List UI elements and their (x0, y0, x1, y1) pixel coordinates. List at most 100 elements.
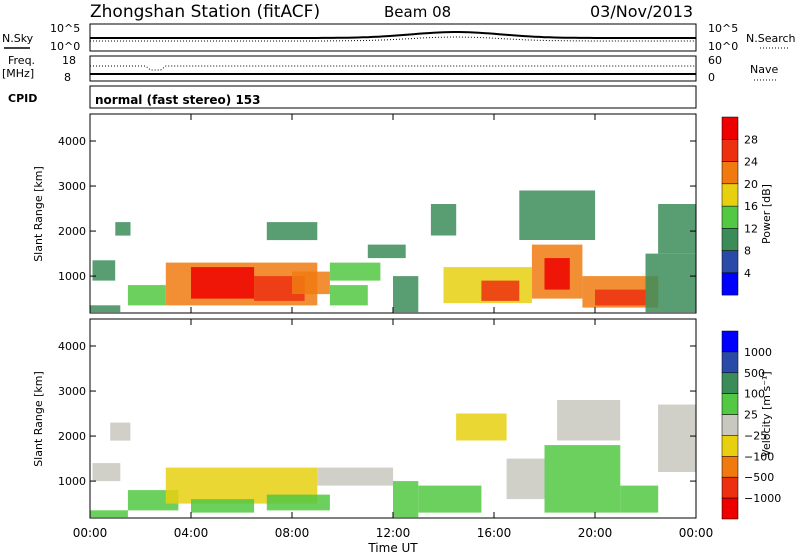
power-region (595, 289, 646, 306)
cpid-strip-frame (89, 85, 697, 109)
power-colorbar-swatch (721, 205, 739, 229)
x-tick-label: 12:00 (376, 526, 411, 540)
velocity-colorbar-label: Velocity [m s⁻¹] (760, 371, 773, 456)
velocity-region (92, 463, 121, 482)
freq-strip-frame (89, 55, 697, 82)
power-colorbar-swatch (721, 272, 739, 296)
power-region (645, 253, 696, 313)
nsky-label: N.Sky (2, 32, 34, 45)
velocity-colorbar-tick-label: 25 (744, 409, 758, 422)
velocity-region (393, 481, 419, 518)
velocity-colorbar-swatch (721, 476, 739, 499)
x-tick-label: 08:00 (275, 526, 310, 540)
power-colorbar-tick-label: 24 (744, 156, 758, 169)
velocity-region (506, 458, 545, 500)
power-region (292, 271, 330, 295)
nsearch-top-label: 10^5 (708, 22, 738, 35)
freq-top-label: 18 (62, 54, 76, 67)
power-region (127, 285, 166, 306)
power-colorbar-tick-label: 12 (744, 222, 758, 235)
power-colorbar-tick-label: 8 (744, 245, 751, 258)
velocity-colorbar-swatch (721, 351, 739, 374)
x-tick-label: 00:00 (679, 526, 714, 540)
power-y-tick-label: 2000 (58, 225, 86, 238)
power-colorbar-swatch (721, 250, 739, 274)
station-title: Zhongshan Station (fitACF) (90, 2, 320, 22)
velocity-heatmap (90, 400, 696, 518)
velocity-colorbar-swatch (721, 497, 739, 520)
power-colorbar-swatch (721, 183, 739, 207)
power-region (393, 276, 419, 313)
cpid-value: normal (fast stereo) 153 (95, 93, 261, 107)
velocity-region (620, 485, 659, 513)
power-y-axis: 1000 2000 3000 4000 (58, 135, 696, 283)
velocity-region (266, 494, 330, 511)
velocity-y-tick-label: 2000 (58, 430, 86, 443)
nave-bottom-label: 0 (708, 71, 715, 84)
velocity-region (544, 445, 621, 513)
velocity-colorbar-swatch (721, 330, 739, 353)
time-axis: 00:00 04:00 08:00 12:00 16:00 20:00 00:00 (73, 114, 714, 540)
power-y-tick-label: 3000 (58, 180, 86, 193)
velocity-colorbar-tick-label: −100 (744, 450, 774, 463)
cpid-strip: CPID normal (fast stereo) 153 (8, 85, 697, 109)
date-label: 03/Nov/2013 (590, 2, 693, 21)
velocity-colorbar-tick-label: 500 (744, 367, 765, 380)
x-tick-label: 16:00 (477, 526, 512, 540)
power-heatmap (90, 190, 696, 313)
velocity-colorbar-swatch (721, 435, 739, 457)
velocity-y-tick-label: 1000 (58, 475, 86, 488)
power-y-tick-label: 4000 (58, 135, 86, 148)
power-colorbar: 4 8 12 16 20 24 28 (721, 116, 758, 296)
velocity-colorbar-swatch (721, 393, 739, 415)
time-axis-title: Time UT (367, 541, 418, 554)
velocity-y-axis: 1000 2000 3000 4000 (58, 340, 696, 488)
power-region (367, 244, 406, 259)
freq-strip: Freq. [MHz] 18 8 60 0 Nave (2, 54, 778, 84)
nsearch-trace (90, 36, 696, 42)
power-y-axis-title: Slant Range [km] (32, 166, 45, 262)
velocity-y-tick-label: 3000 (58, 385, 86, 398)
freq-unit: [MHz] (2, 67, 34, 80)
power-colorbar-tick-label: 20 (744, 178, 758, 191)
velocity-y-tick-label: 4000 (58, 340, 86, 353)
velocity-colorbar-swatch (721, 414, 739, 436)
velocity-region (90, 510, 128, 518)
power-colorbar-swatch (721, 161, 739, 185)
velocity-region (191, 499, 255, 513)
velocity-colorbar-tick-label: −1000 (744, 492, 781, 505)
power-region (92, 260, 116, 281)
power-region (329, 262, 381, 281)
power-colorbar-tick-label: 4 (744, 267, 751, 280)
nsearch-label: N.Search (746, 32, 796, 45)
velocity-colorbar-tick-label: 1000 (744, 346, 772, 359)
velocity-colorbar-swatch (721, 372, 739, 394)
power-region (115, 222, 131, 236)
freq-bottom-label: 8 (64, 71, 71, 84)
nsearch-bottom-label: 10^0 (708, 40, 738, 53)
power-colorbar-tick-label: 16 (744, 200, 758, 213)
velocity-region (317, 467, 394, 486)
power-colorbar-swatch (721, 139, 739, 162)
velocity-region (456, 413, 507, 441)
power-region (191, 267, 255, 299)
velocity-colorbar-swatch (721, 456, 739, 478)
velocity-region (110, 422, 131, 441)
beam-label: Beam 08 (384, 3, 451, 21)
x-tick-label: 04:00 (174, 526, 209, 540)
x-tick-label: 00:00 (73, 526, 108, 540)
x-tick-label: 20:00 (578, 526, 613, 540)
velocity-panel: 1000 2000 3000 4000 Slant Range [km] (32, 318, 697, 519)
power-y-tick-label: 1000 (58, 270, 86, 283)
power-region (329, 285, 368, 306)
velocity-colorbar-tick-label: −25 (744, 429, 767, 442)
velocity-region (127, 490, 179, 511)
power-region (544, 258, 570, 290)
power-region (519, 190, 596, 240)
velocity-colorbar: 1000 500 100 25 −25 −100 −500 −1000 (721, 330, 781, 520)
power-colorbar-tick-label: 28 (744, 133, 758, 146)
velocity-y-axis-title: Slant Range [km] (32, 371, 45, 467)
velocity-colorbar-tick-label: −500 (744, 471, 774, 484)
power-region (658, 204, 696, 254)
